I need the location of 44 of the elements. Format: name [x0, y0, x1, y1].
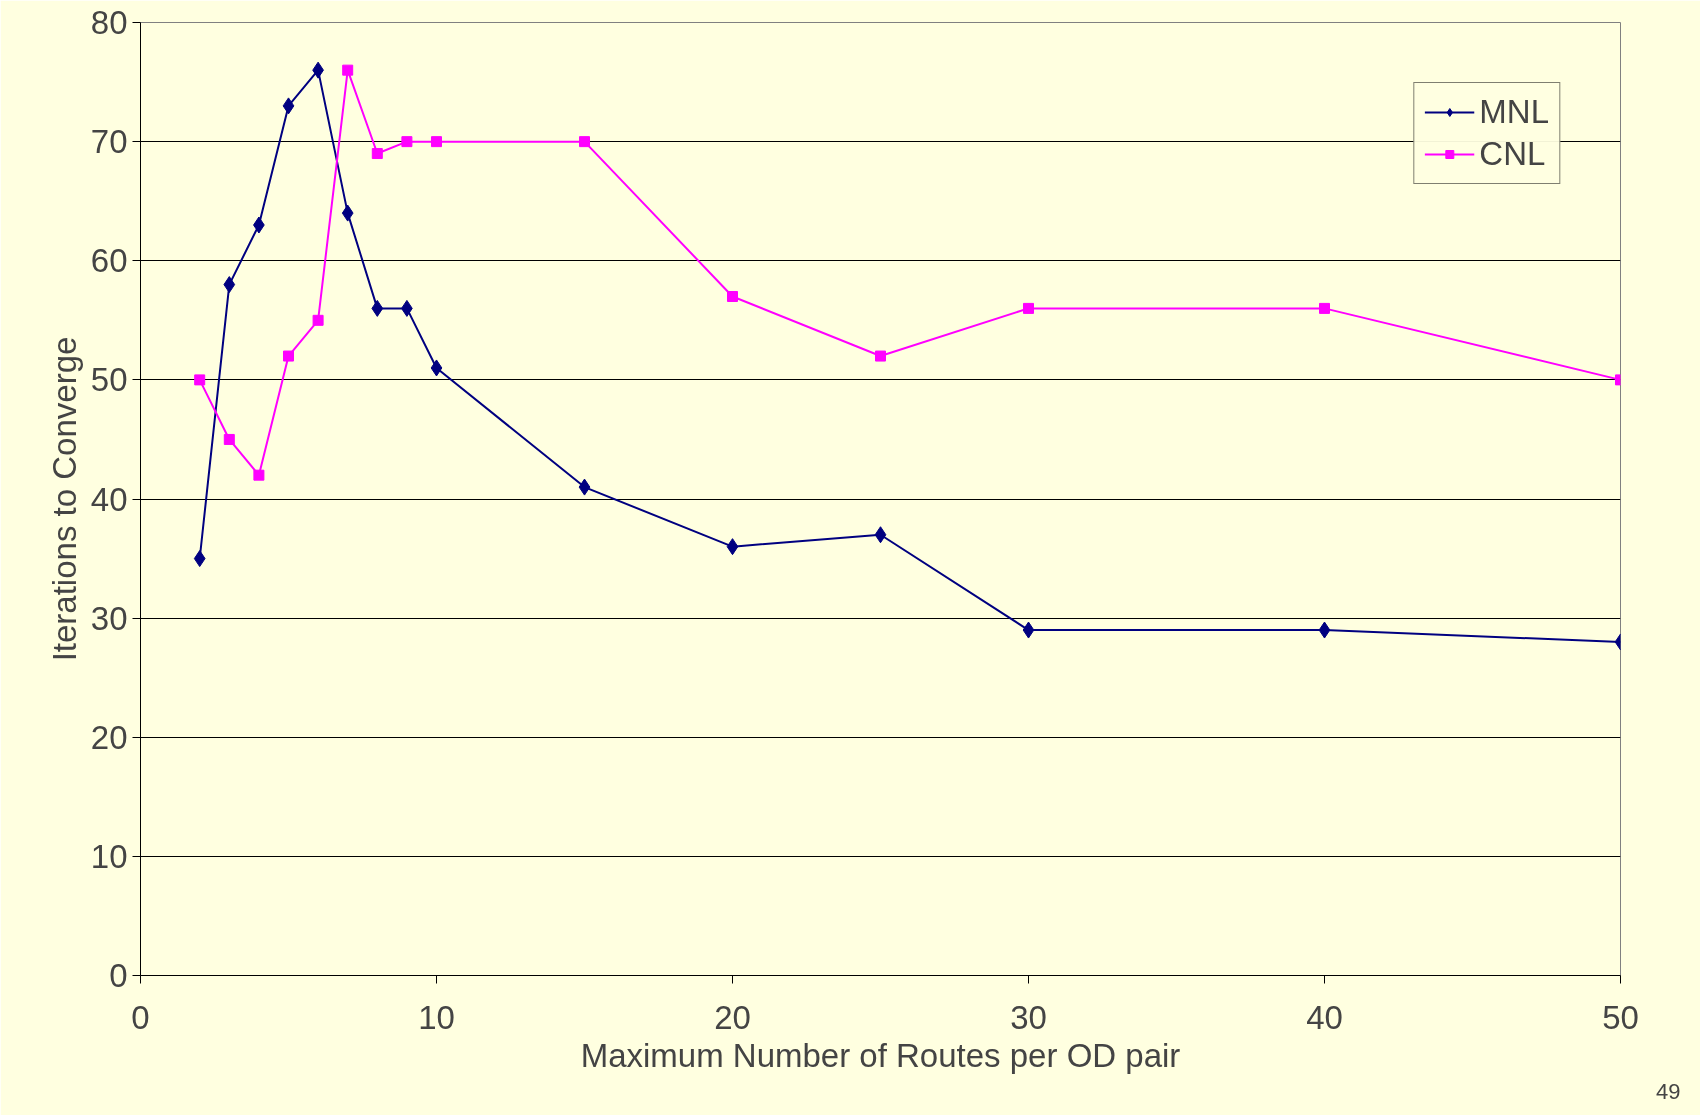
x-tick-label: 40	[1306, 998, 1343, 1036]
point	[1319, 302, 1330, 314]
y-axis-title: Iterations to Converge	[45, 336, 83, 662]
x-tick-label: 20	[714, 998, 751, 1036]
x-axis-title: Maximum Number of Routes per OD pair	[580, 1036, 1181, 1074]
point	[282, 97, 295, 115]
y-tick-label: 80	[90, 4, 128, 41]
point	[431, 136, 442, 148]
y-tick-label: 30	[90, 599, 128, 637]
point	[1022, 621, 1035, 639]
x-tick-label: 10	[418, 998, 455, 1036]
x-tick-label: 50	[1602, 998, 1639, 1036]
x-tick-label: 30	[1010, 998, 1047, 1036]
point	[371, 148, 383, 160]
point	[579, 136, 590, 148]
point	[430, 359, 443, 377]
point	[371, 299, 384, 317]
point	[223, 433, 235, 445]
point	[875, 350, 886, 362]
point	[341, 204, 354, 222]
y-tick-label: 50	[90, 361, 128, 399]
point	[874, 526, 887, 544]
y-tick-label: 70	[90, 123, 128, 161]
point	[194, 374, 206, 386]
y-tick-label: 10	[90, 837, 128, 875]
point	[342, 64, 354, 76]
point	[727, 290, 738, 302]
y-tick-label: 60	[90, 242, 128, 280]
point	[312, 314, 324, 326]
point	[223, 276, 236, 294]
point	[1318, 621, 1331, 639]
legend-label: CNL	[1479, 135, 1546, 173]
point	[283, 350, 294, 362]
point	[253, 469, 265, 481]
text: 49	[1656, 1078, 1681, 1104]
y-tick-label: 40	[90, 480, 128, 518]
y-tick-label: 0	[109, 957, 128, 994]
point	[193, 550, 206, 568]
point	[578, 478, 591, 496]
point	[401, 136, 413, 148]
point	[1023, 302, 1034, 314]
point	[726, 538, 739, 556]
legend-label: MNL	[1479, 93, 1549, 131]
y-tick-label: 20	[90, 718, 128, 756]
